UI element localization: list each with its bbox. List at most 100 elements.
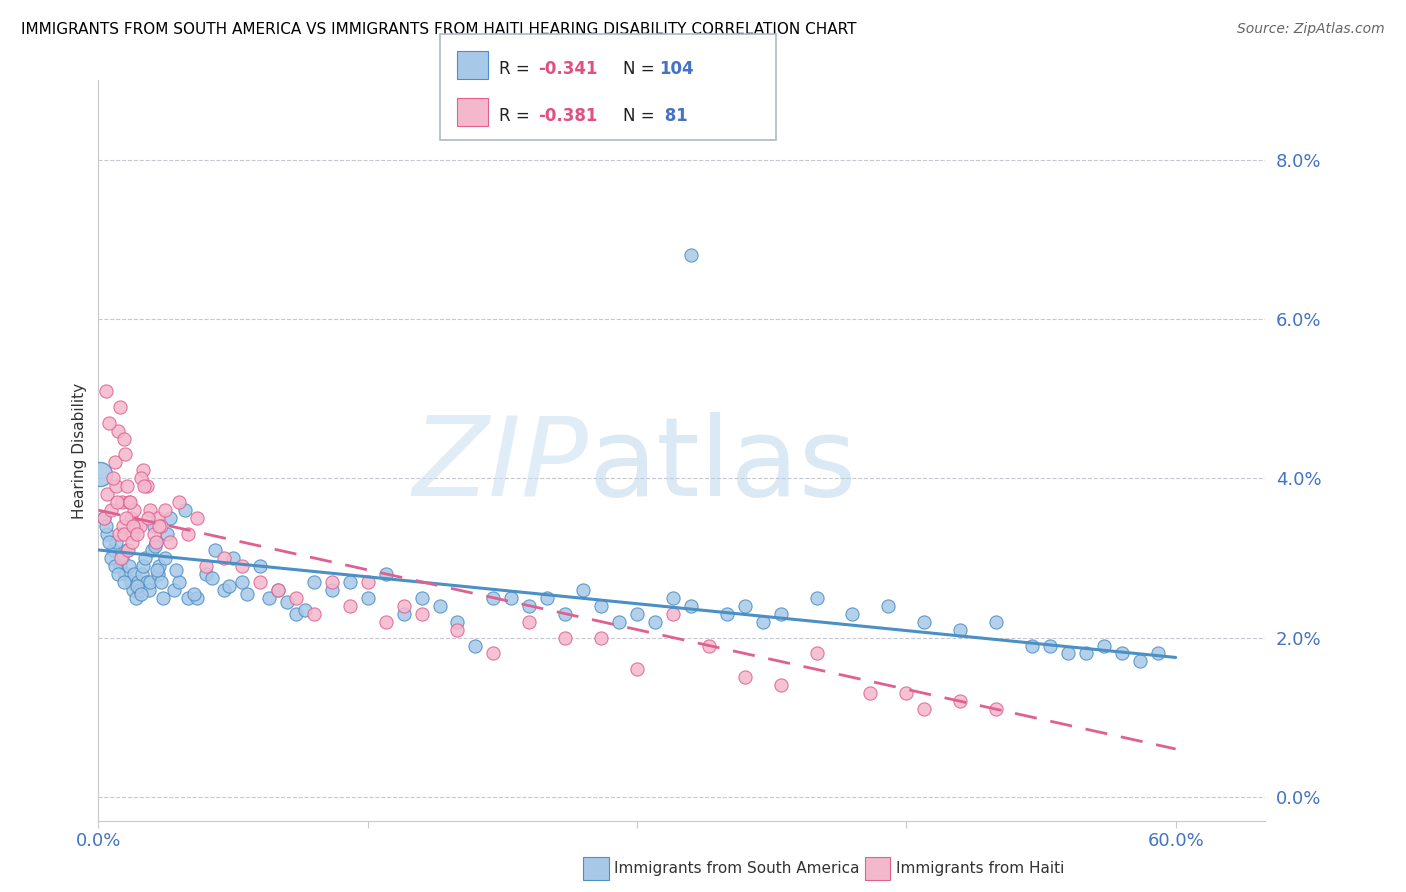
Point	[949, 694, 972, 708]
Point	[148, 558, 170, 573]
Point	[267, 582, 290, 597]
Point	[734, 670, 756, 684]
Point	[98, 535, 121, 549]
Text: R =: R =	[499, 107, 536, 125]
Point	[141, 543, 163, 558]
Point	[321, 574, 343, 589]
Point	[103, 558, 125, 573]
Point	[257, 591, 280, 605]
Point	[125, 579, 148, 593]
Point	[143, 539, 166, 553]
Point	[276, 595, 298, 609]
Point	[806, 647, 828, 661]
Point	[859, 686, 882, 700]
Point	[138, 582, 160, 597]
Point	[411, 607, 433, 621]
Point	[284, 607, 307, 621]
Point	[1146, 647, 1168, 661]
Point	[501, 591, 523, 605]
Point	[374, 566, 396, 581]
Point	[572, 582, 595, 597]
Point	[96, 487, 118, 501]
Point	[129, 471, 152, 485]
Point	[146, 563, 169, 577]
Point	[339, 599, 361, 613]
Y-axis label: Hearing Disability: Hearing Disability	[72, 383, 87, 518]
Point	[132, 463, 155, 477]
Point	[103, 455, 125, 469]
Point	[129, 587, 152, 601]
Point	[114, 527, 136, 541]
Point	[591, 599, 613, 613]
Point	[105, 495, 128, 509]
Point	[110, 550, 132, 565]
Point	[165, 563, 187, 577]
Point	[127, 574, 149, 589]
Point	[177, 591, 200, 605]
Point	[153, 550, 176, 565]
Point	[912, 615, 935, 629]
Point	[626, 662, 648, 676]
Point	[101, 543, 124, 558]
Point	[679, 599, 702, 613]
Point	[94, 519, 117, 533]
Point	[267, 582, 290, 597]
Point	[115, 543, 138, 558]
Point	[607, 615, 630, 629]
Point	[1111, 647, 1133, 661]
Point	[135, 479, 157, 493]
Point	[120, 511, 142, 525]
Point	[554, 631, 576, 645]
Point	[517, 599, 540, 613]
Text: R =: R =	[499, 60, 536, 78]
Point	[112, 432, 135, 446]
Text: Source: ZipAtlas.com: Source: ZipAtlas.com	[1237, 22, 1385, 37]
Point	[212, 582, 235, 597]
Point	[806, 591, 828, 605]
Point	[204, 543, 226, 558]
Point	[111, 550, 134, 565]
Point	[105, 535, 128, 549]
Point	[662, 607, 685, 621]
Point	[357, 591, 380, 605]
Point	[143, 527, 166, 541]
Point	[392, 607, 415, 621]
Point	[159, 535, 181, 549]
Point	[984, 615, 1007, 629]
Point	[111, 495, 134, 509]
Point	[125, 527, 148, 541]
Point	[554, 607, 576, 621]
Point	[644, 615, 666, 629]
Point	[121, 582, 143, 597]
Point	[294, 602, 316, 616]
Point	[249, 574, 271, 589]
Point	[411, 591, 433, 605]
Text: 104: 104	[659, 60, 695, 78]
Point	[150, 519, 173, 533]
Point	[841, 607, 863, 621]
Point	[236, 587, 259, 601]
Point	[101, 471, 124, 485]
Point	[114, 566, 136, 581]
Point	[108, 527, 131, 541]
Point	[1074, 647, 1097, 661]
Point	[392, 599, 415, 613]
Point	[132, 558, 155, 573]
Point	[163, 582, 186, 597]
Point	[152, 591, 174, 605]
Point	[517, 615, 540, 629]
Point	[877, 599, 900, 613]
Point	[321, 582, 343, 597]
Point	[136, 511, 159, 525]
Point	[146, 511, 169, 525]
Point	[107, 566, 129, 581]
Point	[949, 623, 972, 637]
Point	[122, 519, 145, 533]
Point	[148, 519, 170, 533]
Point	[1021, 639, 1043, 653]
Point	[1039, 639, 1062, 653]
Point	[1129, 655, 1152, 669]
Text: atlas: atlas	[589, 412, 858, 519]
Point	[697, 639, 720, 653]
Point	[751, 615, 773, 629]
